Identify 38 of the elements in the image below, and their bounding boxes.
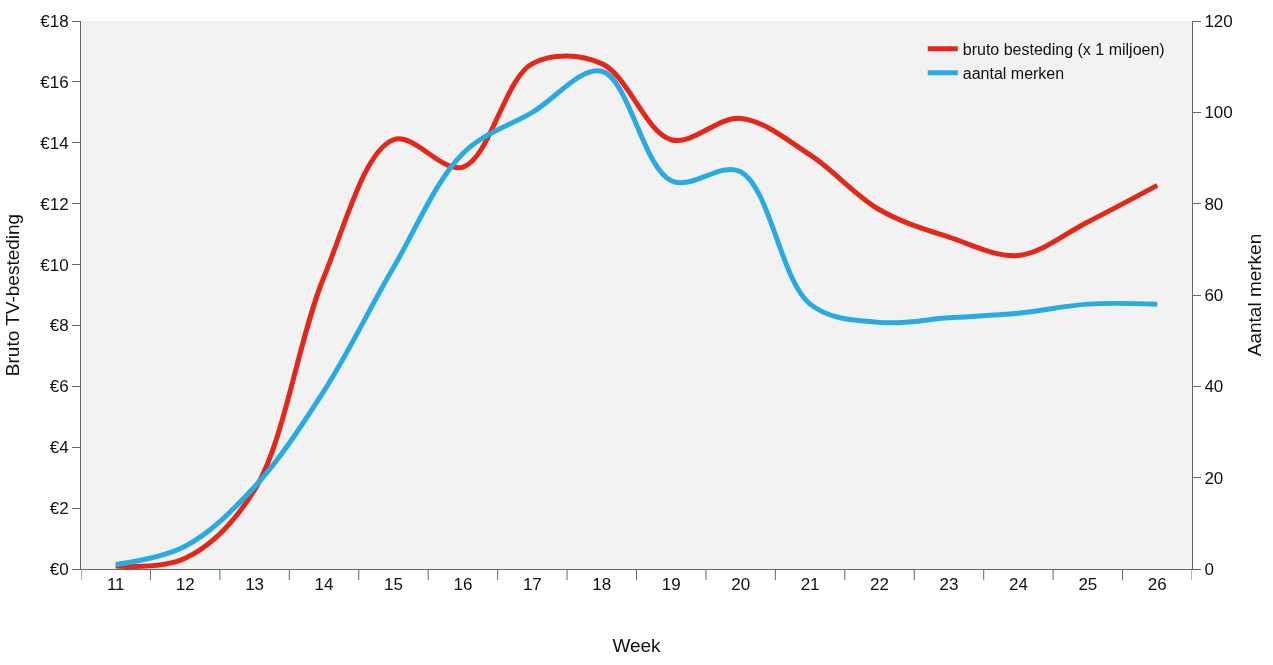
x-tick-label: 20 (731, 575, 751, 595)
y2-tick-label: 80 (1204, 194, 1224, 214)
y-tick-label: €6 (49, 377, 69, 397)
y-tick-label: €14 (40, 133, 69, 153)
x-tick-label: 12 (175, 575, 195, 595)
x-tick-label: 22 (870, 575, 889, 595)
x-tick-label: 18 (592, 575, 612, 595)
y-tick-label: €8 (49, 316, 69, 336)
x-tick-label: 25 (1078, 575, 1098, 595)
y-axis-title: Bruto TV-besteding (2, 213, 24, 377)
x-tick-label: 11 (106, 575, 125, 595)
y-tick-label: €2 (49, 499, 69, 519)
x-axis-title: Week (612, 635, 662, 657)
y-tick-label: €18 (40, 11, 69, 31)
y2-tick-label: 40 (1204, 377, 1224, 397)
x-tick-label: 26 (1147, 575, 1167, 595)
x-tick-label: 16 (453, 575, 473, 595)
y2-tick-label: 0 (1204, 559, 1214, 579)
legend-label: aantal merken (962, 64, 1065, 82)
y2-tick-label: 20 (1204, 468, 1224, 488)
x-tick-label: 17 (522, 575, 542, 595)
y2-tick-label: 100 (1204, 103, 1233, 123)
y2-axis-title: Aantal merken (1243, 233, 1265, 357)
x-tick-label: 24 (1008, 575, 1028, 595)
y2-tick-label: 60 (1204, 285, 1224, 305)
x-tick-label: 15 (384, 575, 403, 595)
legend-label: bruto besteding (x 1 miljoen) (962, 41, 1165, 59)
y-tick-label: €16 (40, 72, 69, 92)
y2-tick-label: 120 (1204, 11, 1233, 31)
x-tick-label: 13 (245, 575, 265, 595)
y-tick-label: €4 (49, 438, 69, 458)
y-tick-label: €12 (40, 194, 69, 214)
x-tick-label: 14 (314, 575, 334, 595)
x-tick-label: 19 (661, 575, 681, 595)
y-tick-label: €10 (40, 255, 69, 275)
x-tick-label: 21 (800, 575, 820, 595)
x-tick-label: 23 (939, 575, 959, 595)
y-tick-label: €0 (49, 559, 69, 579)
